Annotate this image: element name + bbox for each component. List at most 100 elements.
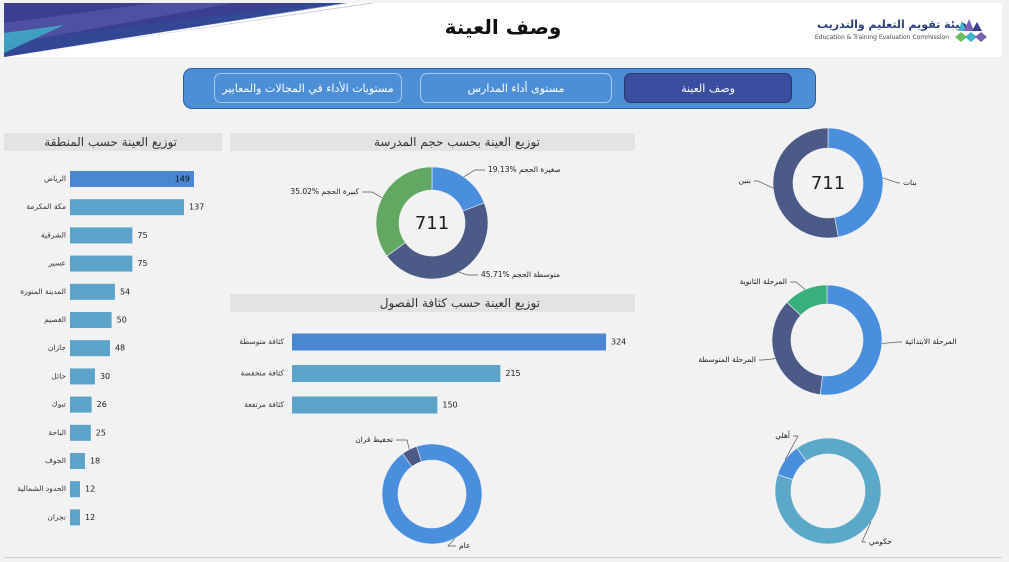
donut-stage-label-0-leader <box>881 341 902 344</box>
donut-stage-slice-2 <box>786 284 828 316</box>
bar-region-9 <box>70 424 91 441</box>
donut-gender-slice-0 <box>827 127 884 238</box>
donut-school-size-slice-2 <box>375 166 433 257</box>
data-label-region-11: 12 <box>85 485 95 494</box>
tab-sample-description[interactable]: وصف العينة <box>624 73 792 103</box>
logo-text-english: Education & Training Evaluation Commissi… <box>814 34 949 41</box>
tick-label-region-2: الشرقية <box>41 230 66 239</box>
tick-label-region-9: الباحة <box>48 428 66 437</box>
data-label-region-12: 12 <box>85 513 95 522</box>
donut-sector-label-1-leader <box>784 435 799 461</box>
donut-school-size-label-1: 45.71% متوسطة الحجم <box>481 270 560 279</box>
donut-stage-label-1-leader <box>759 358 776 361</box>
data-label-region-0: 149 <box>175 175 190 184</box>
donut-school-type-label-1-leader <box>396 439 410 450</box>
data-label-region-1: 137 <box>189 203 204 212</box>
donut-gender-center-label: 711 <box>811 173 845 194</box>
header-decoration <box>4 3 374 57</box>
bar-region-7 <box>70 368 95 385</box>
donut-school-type-slice-1 <box>402 446 422 467</box>
tick-label-region-10: الجوف <box>45 456 66 465</box>
tick-label-region-11: الحدود الشمالية <box>17 484 66 493</box>
donut-gender-label-1-leader <box>754 180 774 189</box>
tick-label-density-0: كثافة متوسطة <box>239 337 284 346</box>
donut-school-size-slice-0 <box>431 166 485 212</box>
donut-school-size-label-1-leader <box>458 271 478 276</box>
bar-density-2 <box>292 396 438 414</box>
class-density-chart-title: توزيع العينة حسب كثافة الفصول <box>230 294 635 312</box>
bar-region-11 <box>70 481 80 498</box>
donut-stage-slice-0 <box>819 284 883 396</box>
data-label-region-6: 48 <box>115 344 125 353</box>
tick-label-region-6: جازان <box>48 343 66 352</box>
bar-density-1 <box>292 365 501 382</box>
logo-icon <box>955 19 987 42</box>
tick-label-region-8: تبوك <box>52 400 66 409</box>
donut-school-type-label-1: تحفيظ قران <box>355 435 393 444</box>
bar-region-3 <box>70 255 133 272</box>
page-title: وصف العينة <box>444 15 562 39</box>
tick-label-region-4: المدينة المنورة <box>20 287 66 296</box>
data-label-density-2: 150 <box>442 401 457 410</box>
donut-gender-label-0: بنات <box>903 178 917 187</box>
logo-text-arabic: هيئة تقويم التعليم والتدريب <box>817 18 968 31</box>
bar-region-4 <box>70 283 115 300</box>
tick-label-density-1: كثافة منخفضة <box>240 369 284 378</box>
region-chart-title: توزيع العينة حسب المنطقة <box>4 133 222 151</box>
donut-school-size-label-0: 19.13% صغيرة الحجم <box>488 165 561 174</box>
tick-label-region-12: نجران <box>47 512 66 521</box>
donut-school-size-label-2-leader <box>362 191 383 198</box>
bar-region-6 <box>70 340 110 357</box>
donut-sector-label-0: حكومي <box>869 537 892 546</box>
bar-region-10 <box>70 453 85 469</box>
data-label-density-1: 215 <box>505 369 520 378</box>
donut-school-type-slice-0 <box>381 443 483 545</box>
tick-label-density-2: كثافة مرتفعة <box>244 400 284 409</box>
tab-school-performance[interactable]: مستوى أداء المدارس <box>420 73 612 103</box>
bar-density-0 <box>292 333 606 351</box>
nav-bar: مستويات الأداء في المجالات والمعايير مست… <box>183 68 816 109</box>
donut-sector-label-0-leader <box>861 522 872 543</box>
data-label-region-8: 26 <box>97 400 107 409</box>
header: وصف العينة هيئة تقويم التعليم والتدريب E… <box>4 3 1002 57</box>
tick-label-region-1: مكة المكرمة <box>26 202 66 211</box>
donut-sector-slice-1 <box>777 447 807 480</box>
bar-region-12 <box>70 509 80 526</box>
donut-gender-slice-1 <box>772 127 839 239</box>
data-label-region-10: 18 <box>90 457 100 466</box>
donut-school-size-center-label: 711 <box>415 213 449 234</box>
bar-region-8 <box>70 396 92 413</box>
data-label-region-2: 75 <box>137 231 147 240</box>
donut-sector-slice-0 <box>774 437 882 545</box>
bottom-divider <box>4 557 1002 558</box>
tick-label-region-5: القصيم <box>44 315 66 324</box>
donut-sector-label-1: أهلي <box>775 430 790 440</box>
donut-stage-label-2: المرحلة الثانوية <box>740 277 787 286</box>
donut-school-size-slice-1 <box>386 202 489 280</box>
bar-region-2 <box>70 227 133 244</box>
bar-region-1 <box>70 199 185 216</box>
data-label-region-4: 54 <box>120 287 130 296</box>
tick-label-region-0: الرياض <box>44 174 66 183</box>
donut-stage-label-1: المرحلة المتوسطة <box>698 355 756 364</box>
data-label-region-5: 50 <box>117 316 127 325</box>
bar-region-0 <box>70 171 194 187</box>
bar-region-5 <box>70 312 112 328</box>
school-size-chart-title: توزيع العينة بحسب حجم المدرسة <box>230 133 635 151</box>
donut-school-size-label-0-leader <box>463 169 485 178</box>
data-label-region-9: 25 <box>96 428 106 437</box>
data-label-density-0: 324 <box>611 338 626 347</box>
tab-domain-performance[interactable]: مستويات الأداء في المجالات والمعايير <box>214 73 402 103</box>
data-label-region-7: 30 <box>100 372 110 381</box>
donut-school-type-label-0: عام <box>459 541 470 550</box>
donut-school-type-label-0-leader <box>447 538 456 547</box>
donut-gender-label-1: بنين <box>739 176 751 185</box>
donut-stage-label-2-leader <box>790 281 806 290</box>
donut-gender-label-0-leader <box>882 177 900 184</box>
donut-stage-slice-1 <box>771 301 823 395</box>
tick-label-region-3: عسير <box>47 259 66 268</box>
donut-stage-label-0: المرحلة الابتدائية <box>905 337 956 346</box>
donut-school-size-label-2: 35.02% كبيرة الحجم <box>290 187 359 196</box>
data-label-region-3: 75 <box>137 259 147 268</box>
